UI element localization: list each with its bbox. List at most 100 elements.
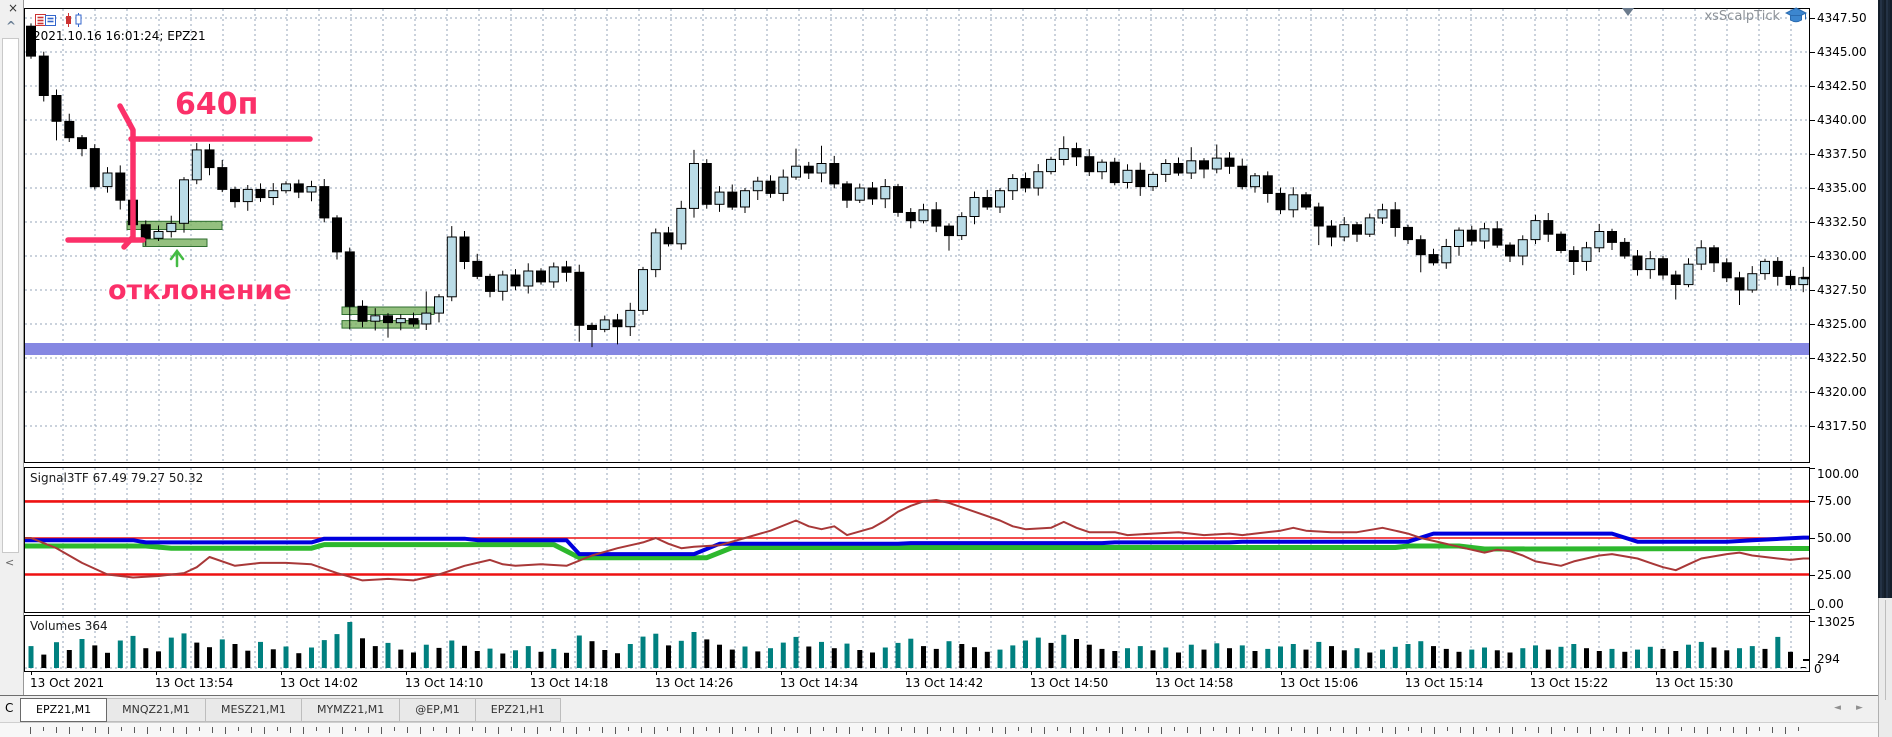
minimized-chart-tick — [1343, 727, 1344, 733]
minimized-chart-tick — [654, 727, 655, 735]
minimized-chart-tick — [914, 727, 915, 733]
minimized-chart-tick — [342, 727, 343, 735]
minimized-chart-tick — [407, 727, 408, 733]
minimized-chart-tick — [1265, 727, 1266, 733]
close-icon[interactable]: × — [8, 1, 19, 15]
tab-epz21-h1[interactable]: EPZ21,H1 — [474, 698, 561, 722]
minimized-chart-tick — [641, 727, 642, 733]
indicator-panel[interactable] — [24, 467, 1810, 613]
minimized-chart-tick — [524, 727, 525, 733]
minimized-chart-tick — [1642, 727, 1643, 732]
tabs-scroll-right-icon[interactable]: ► — [1856, 703, 1863, 713]
graduation-cap-icon — [1784, 7, 1808, 29]
price-axis-label: 4345.00 — [1817, 45, 1867, 59]
volume-axis-current-label: 294 — [1817, 652, 1840, 666]
minimized-chart-tick — [1772, 727, 1773, 733]
minimized-chart-tick — [1421, 727, 1422, 733]
price-axis-label: 4330.00 — [1817, 249, 1867, 263]
tab-epz21-m1[interactable]: EPZ21,M1 — [20, 698, 108, 722]
tabs-scroll-left-icon[interactable]: ◄ — [1834, 703, 1841, 713]
minimized-chart-tick — [1330, 727, 1331, 732]
minimized-chart-tick — [1629, 727, 1630, 735]
minimized-chart-tick — [901, 727, 902, 732]
minimized-chart-tick — [1707, 727, 1708, 735]
minimized-chart-tick — [1460, 727, 1461, 733]
minimized-chart-tick — [849, 727, 850, 735]
minimized-chart-tick — [368, 727, 369, 733]
minimized-chart-tick — [30, 727, 31, 735]
minimized-chart-tick — [693, 727, 694, 735]
minimized-chart-tick — [1694, 727, 1695, 733]
minimized-chart-tick — [797, 727, 798, 733]
time-axis-label: 13 Oct 14:18 — [530, 676, 609, 690]
minimized-chart-tick — [1083, 727, 1084, 735]
minimized-chart-tick — [43, 727, 44, 732]
scroll-left-icon[interactable]: < — [5, 556, 15, 569]
scrollbar-track[interactable] — [2, 38, 19, 553]
minimized-chart-tick — [1785, 727, 1786, 735]
minimized-chart-tick — [1577, 727, 1578, 733]
minimized-chart-tick — [966, 727, 967, 735]
minimized-chart-tick — [719, 727, 720, 733]
minimized-chart-tick — [69, 727, 70, 735]
minimized-chart-tick — [628, 727, 629, 732]
minimized-chart-tick — [251, 727, 252, 733]
minimized-chart-tick — [1499, 727, 1500, 733]
time-axis-label: 13 Oct 15:30 — [1655, 676, 1734, 690]
minimized-chart-tick — [1122, 727, 1123, 735]
price-axis-label: 4317.50 — [1817, 419, 1867, 433]
tab-mesz21-m1[interactable]: MESZ21,M1 — [205, 698, 302, 722]
minimized-chart-tick — [433, 727, 434, 732]
minimized-chart-tick — [147, 727, 148, 735]
scroll-up-icon[interactable]: ^ — [6, 19, 17, 33]
minimized-chart-tick — [1148, 727, 1149, 733]
minimized-chart-tick — [875, 727, 876, 733]
minimized-chart-tick — [1538, 727, 1539, 733]
minimized-chart-tick — [1109, 727, 1110, 733]
price-chart-panel[interactable] — [24, 8, 1810, 463]
tab-mnqz21-m1[interactable]: MNQZ21,M1 — [106, 698, 207, 722]
candlestick-mode-icon[interactable] — [64, 12, 84, 31]
minimized-chart-tick — [1096, 727, 1097, 732]
minimized-chart-tick — [953, 727, 954, 733]
minimized-chart-tick — [758, 727, 759, 733]
minimized-chart-tick — [1551, 727, 1552, 735]
minimized-chart-tick — [1655, 727, 1656, 733]
time-axis-label: 13 Oct 14:58 — [1155, 676, 1234, 690]
minimized-chart-tick — [563, 727, 564, 733]
window-edge-strip — [1878, 598, 1892, 737]
chart-title: 2021.10.16 16:01:24; EPZ21 — [33, 29, 206, 43]
docked-window-edge — [0, 722, 1878, 737]
minimized-chart-tick — [1720, 727, 1721, 732]
minimized-chart-tick — [979, 727, 980, 732]
minimized-chart-tick — [160, 727, 161, 732]
indicator-values: 67.49 79.27 50.32 — [92, 471, 204, 485]
minimized-chart-tick — [1135, 727, 1136, 732]
minimized-chart-tick — [771, 727, 772, 735]
minimized-chart-tick — [290, 727, 291, 733]
minimized-chart-tick — [1447, 727, 1448, 732]
volumes-label: Volumes 364 — [30, 619, 108, 633]
minimized-chart-tick — [1213, 727, 1214, 732]
minimized-chart-tick — [836, 727, 837, 733]
minimized-chart-tick — [1473, 727, 1474, 735]
price-axis-label: 4337.50 — [1817, 147, 1867, 161]
minimized-chart-tick — [446, 727, 447, 733]
minimized-chart-tick — [550, 727, 551, 732]
tab--ep-m1[interactable]: @EP,M1 — [399, 698, 476, 722]
minimized-chart-tick — [537, 727, 538, 735]
indicator-axis-label: 0.00 — [1817, 597, 1844, 611]
minimized-chart-tick — [1759, 727, 1760, 732]
minimized-chart-tick — [927, 727, 928, 735]
minimized-chart-tick — [1044, 727, 1045, 735]
minimized-chart-tick — [1746, 727, 1747, 735]
minimized-chart-tick — [1174, 727, 1175, 732]
time-scale-marker-icon[interactable] — [1622, 8, 1634, 16]
docked-panel-edge: × ^ < — [0, 0, 24, 737]
tab-mymz21-m1[interactable]: MYMZ21,M1 — [300, 698, 401, 722]
minimized-chart-tick — [862, 727, 863, 732]
volume-panel[interactable] — [24, 615, 1810, 672]
minimized-chart-tick — [1252, 727, 1253, 732]
minimized-chart-tick — [1603, 727, 1604, 732]
time-axis-label: 13 Oct 2021 — [30, 676, 105, 690]
